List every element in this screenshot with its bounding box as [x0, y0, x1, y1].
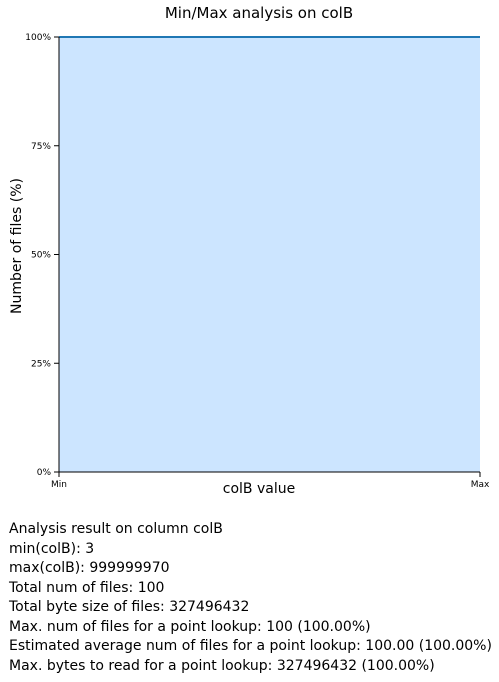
y-tick-label: 25% — [31, 359, 51, 369]
analysis-min: min(colB): 3 — [9, 540, 492, 560]
analysis-max-bytes-lookup: Max. bytes to read for a point lookup: 3… — [9, 657, 492, 677]
analysis-info: Analysis result on column colB min(colB)… — [9, 520, 492, 676]
x-axis-label: colB value — [223, 481, 295, 497]
minmax-chart: Min/Max analysis on colB 0% 25% 50% 75% 100%… — [0, 0, 499, 500]
y-tick-label: 0% — [37, 468, 52, 478]
chart-title: Min/Max analysis on colB — [165, 4, 353, 22]
x-tick-label: Min — [51, 480, 67, 490]
analysis-max-files-lookup: Max. num of files for a point lookup: 10… — [9, 618, 492, 638]
y-tick-label: 50% — [31, 251, 51, 261]
plot-area — [59, 37, 480, 472]
y-tick-label: 100% — [25, 33, 51, 43]
analysis-total-files: Total num of files: 100 — [9, 579, 492, 599]
analysis-max: max(colB): 999999970 — [9, 559, 492, 579]
analysis-avg-files-lookup: Estimated average num of files for a poi… — [9, 637, 492, 657]
area-fill — [59, 37, 480, 472]
analysis-total-bytes: Total byte size of files: 327496432 — [9, 598, 492, 618]
analysis-heading: Analysis result on column colB — [9, 520, 492, 540]
x-tick-label: Max — [471, 480, 490, 490]
y-tick-label: 75% — [31, 142, 51, 152]
y-axis-label: Number of files (%) — [9, 178, 25, 314]
